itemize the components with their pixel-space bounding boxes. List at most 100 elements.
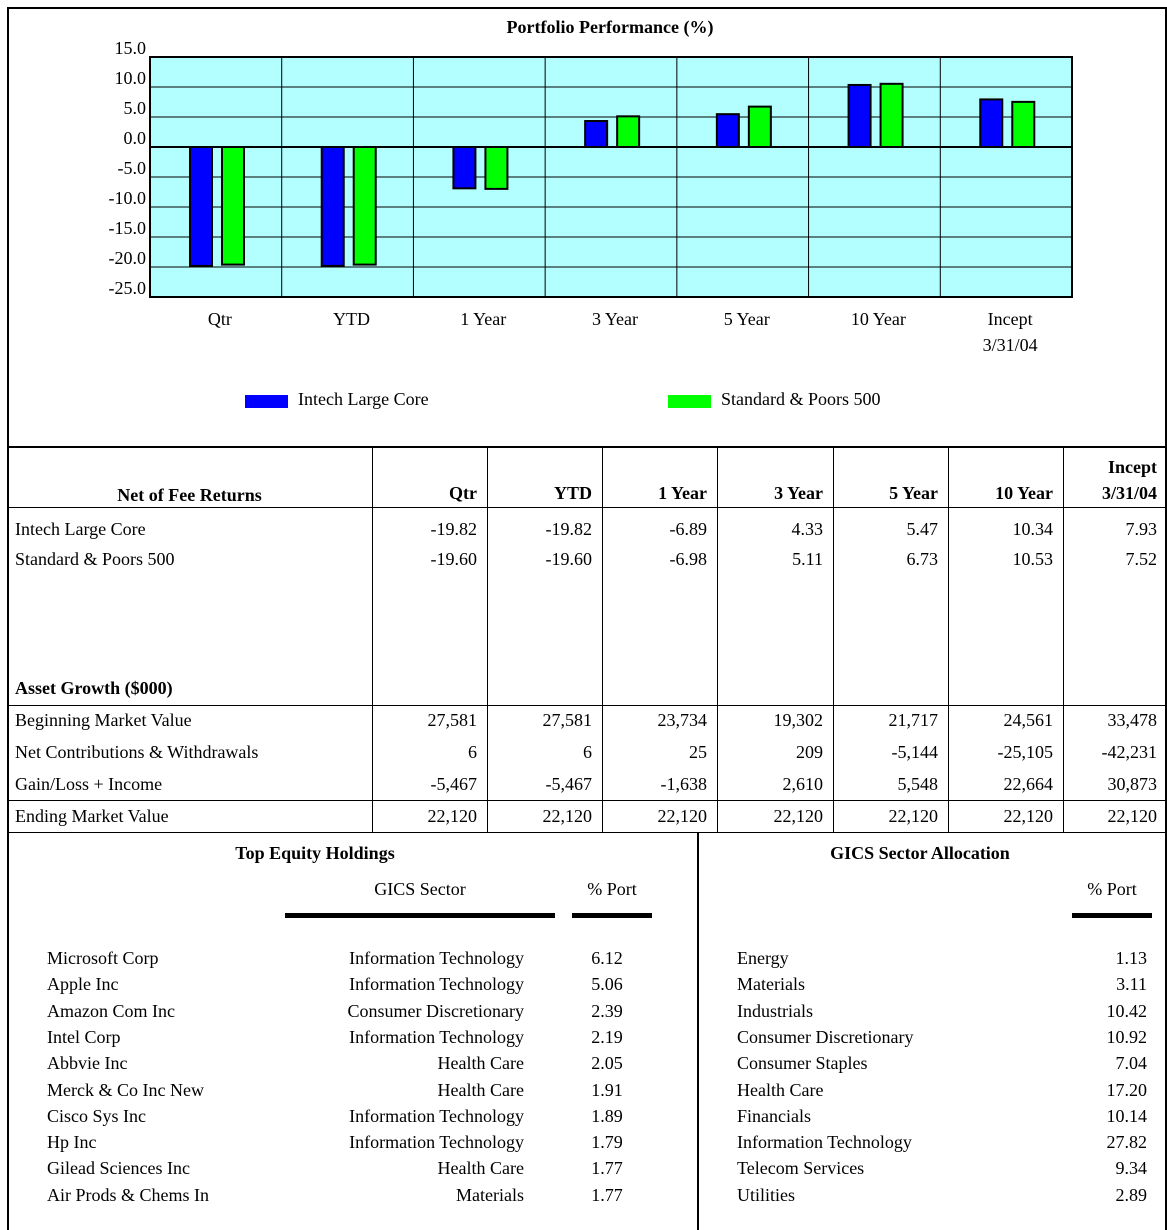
sector-name: Energy <box>737 948 789 968</box>
y-tick-label: -15.0 <box>109 218 147 238</box>
section-title: Asset Growth ($000) <box>15 678 173 698</box>
cell: 19,302 <box>773 710 824 730</box>
sector-name: Financials <box>737 1105 811 1126</box>
cell: 22,120 <box>657 806 708 826</box>
y-tick-label: 5.0 <box>124 98 147 118</box>
holding-sector: Health Care <box>437 1158 524 1179</box>
sector-pct: 10.14 <box>1106 1105 1148 1126</box>
sector-name: Telecom Services <box>737 1158 865 1179</box>
sector-pct: 7.04 <box>1115 1053 1148 1074</box>
cell: -19.60 <box>430 549 478 569</box>
cell: -5,144 <box>891 742 939 762</box>
column-line <box>602 447 603 832</box>
cell: 5.47 <box>906 519 939 539</box>
cell: 10.34 <box>1012 519 1054 539</box>
cell: 7.52 <box>1125 549 1158 569</box>
holding-name: Cisco Sys Inc <box>47 1105 146 1126</box>
sector-pct: 3.11 <box>1116 974 1147 995</box>
holding-name: Merck & Co Inc New <box>47 1079 204 1100</box>
holding-pct: 2.19 <box>591 1026 623 1047</box>
x-tick-label: 10 Year <box>850 309 906 329</box>
x-tick-label: Qtr <box>207 309 232 329</box>
column-header: Net of Fee Returns <box>117 485 262 505</box>
holding-sector: Information Technology <box>349 1105 524 1126</box>
holding-name: Intel Corp <box>47 1026 121 1047</box>
row-line <box>7 705 1167 706</box>
cell: -19.82 <box>545 519 593 539</box>
column-header: GICS Sector <box>374 879 466 899</box>
bar <box>221 146 245 266</box>
column-header: % Port <box>1087 879 1137 899</box>
cell: 21,717 <box>888 710 939 730</box>
holding-pct: 1.77 <box>591 1158 623 1179</box>
column-header: 3 Year <box>774 483 823 503</box>
holding-sector: Health Care <box>437 1079 524 1100</box>
chart-title: Portfolio Performance (%) <box>507 17 714 38</box>
cell: -1,638 <box>660 774 708 794</box>
bar <box>320 146 345 267</box>
holding-sector: Consumer Discretionary <box>347 1000 524 1021</box>
cell: 7.93 <box>1125 519 1158 539</box>
cell: 6 <box>583 742 592 762</box>
cell: 22,120 <box>1107 806 1158 826</box>
column-header: % Port <box>587 879 637 899</box>
cell: 22,120 <box>427 806 478 826</box>
cell: 2,610 <box>782 774 824 794</box>
column-line <box>833 447 834 832</box>
column-header: YTD <box>553 483 592 503</box>
cell: 5,548 <box>897 774 939 794</box>
section-title: GICS Sector Allocation <box>830 843 1010 863</box>
cell: 22,120 <box>542 806 593 826</box>
bar <box>979 98 1004 148</box>
cell: 25 <box>689 742 707 762</box>
sector-name: Materials <box>737 974 805 995</box>
column-header: 1 Year <box>658 483 707 503</box>
chart: Portfolio Performance (%) -25.0 -20.0 -15.… <box>109 17 1073 409</box>
legend-label: Standard & Poors 500 <box>721 389 881 409</box>
sector-pct: 1.13 <box>1115 948 1148 968</box>
bar <box>484 146 509 190</box>
bar <box>616 115 641 148</box>
row-line <box>7 507 1167 508</box>
y-tick-label: 10.0 <box>115 68 147 88</box>
bar <box>584 120 609 148</box>
cell: 22,120 <box>888 806 939 826</box>
bar <box>189 146 213 267</box>
row-label: Net Contributions & Withdrawals <box>15 742 259 762</box>
holding-name: Gilead Sciences Inc <box>47 1158 190 1179</box>
bar <box>847 83 872 148</box>
cell: -5,467 <box>545 774 593 794</box>
cell: 27,581 <box>542 710 593 730</box>
sector-name: Industrials <box>737 1000 813 1021</box>
row-line <box>7 800 1167 801</box>
holding-sector: Information Technology <box>349 1132 524 1153</box>
row-label: Beginning Market Value <box>15 710 192 730</box>
bar <box>452 146 477 190</box>
x-tick-label: 3 Year <box>591 309 638 329</box>
holding-sector: Information Technology <box>349 974 524 995</box>
sector-pct: 9.34 <box>1115 1158 1148 1179</box>
x-tick-label: 1 Year <box>460 309 507 329</box>
section-title: Top Equity Holdings <box>235 843 395 863</box>
frame <box>7 7 1167 1230</box>
cell: 5.11 <box>792 549 823 569</box>
cell: 22,120 <box>773 806 824 826</box>
column-line <box>948 447 949 832</box>
cell: -6.89 <box>669 519 708 539</box>
row-label: Gain/Loss + Income <box>15 774 163 794</box>
cell: 24,561 <box>1003 710 1054 730</box>
holding-sector: Health Care <box>437 1053 524 1074</box>
column-line <box>717 447 718 832</box>
y-tick-label: 0.0 <box>124 128 147 148</box>
header-underline <box>285 913 555 918</box>
cell: 10.53 <box>1012 549 1054 569</box>
legend-swatch <box>245 395 288 408</box>
sector-pct: 10.92 <box>1106 1026 1148 1047</box>
holding-name: Abbvie Inc <box>47 1053 128 1074</box>
sector-name: Consumer Discretionary <box>737 1026 914 1047</box>
sector-name: Utilities <box>737 1184 795 1205</box>
sector-pct: 17.20 <box>1106 1079 1148 1100</box>
cell: 6.73 <box>906 549 939 569</box>
sector-name: Health Care <box>737 1079 824 1100</box>
